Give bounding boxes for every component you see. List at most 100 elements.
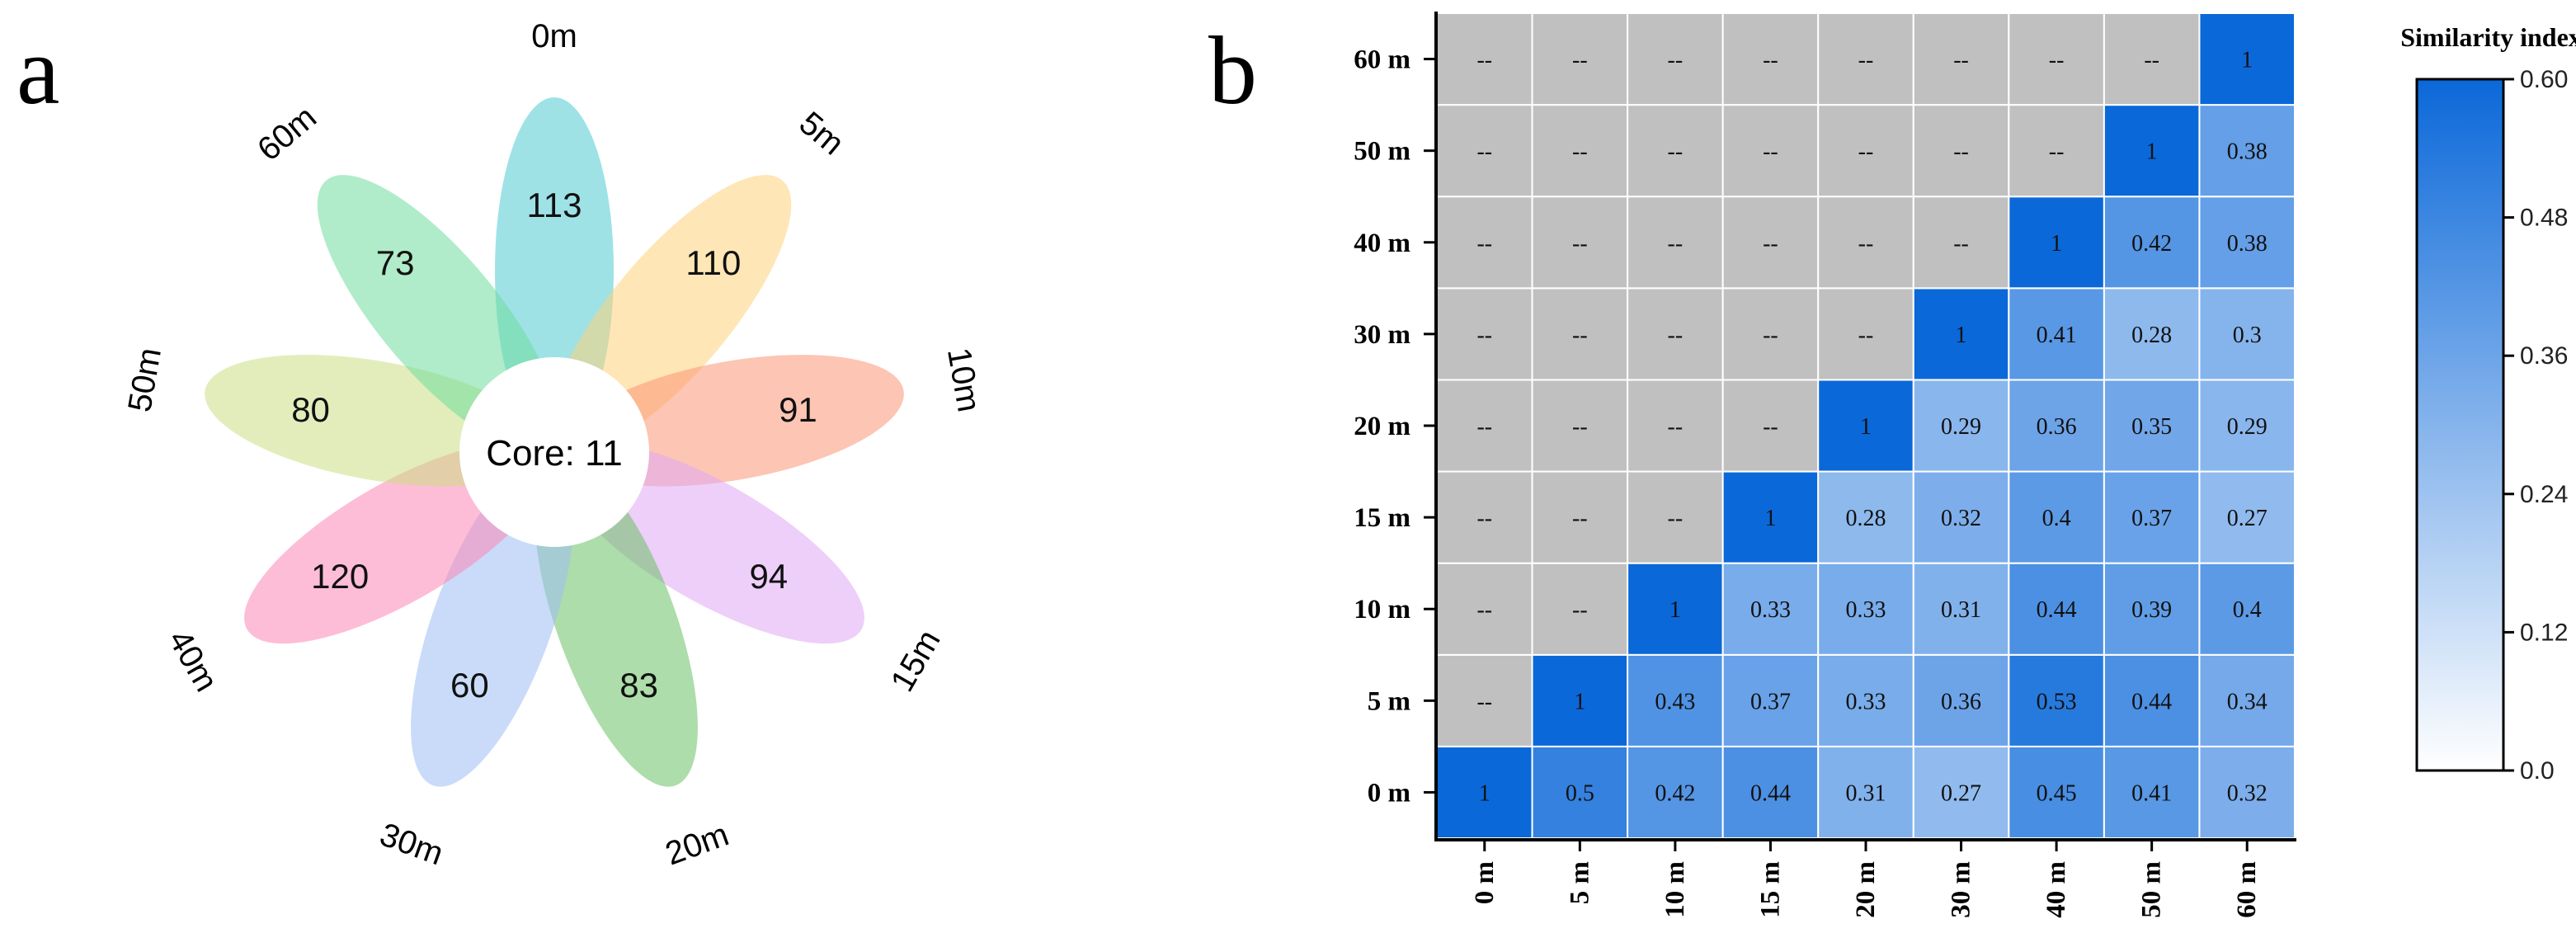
heatmap-cell-value: 1 xyxy=(2051,231,2062,257)
heatmap-cell-0m-0m xyxy=(1436,745,1533,840)
x-tick-label: 5 m xyxy=(1565,861,1594,904)
heatmap-cell-value: 1 xyxy=(2241,48,2253,73)
heatmap-cell-value: 0.37 xyxy=(2131,506,2172,531)
heatmap-cell-value: -- xyxy=(1476,48,1492,73)
petal-label-10m: 10m xyxy=(940,345,987,414)
petal-value-30m: 60 xyxy=(450,666,489,705)
heatmap-cell-30m-20m xyxy=(1817,287,1914,381)
heatmap-cell-60m-10m xyxy=(1627,12,1724,106)
heatmap-cell-value: 1 xyxy=(1764,506,1776,531)
heatmap-cell-50m-30m xyxy=(1912,104,2010,198)
heatmap-cell-5m-10m xyxy=(1627,653,1724,747)
petal-label-15m: 15m xyxy=(884,624,948,697)
panel-label-a: a xyxy=(16,16,59,125)
heatmap-cell-value: 0.4 xyxy=(2233,597,2262,623)
heatmap-cell-10m-60m xyxy=(2198,562,2296,656)
petal-value-50m: 80 xyxy=(291,390,330,429)
heatmap-cell-value: 0.45 xyxy=(2037,780,2077,806)
y-tick-label: 40 m xyxy=(1354,229,1410,258)
heatmap-cell-5m-30m xyxy=(1912,653,2010,747)
petal-label-30m: 30m xyxy=(375,817,448,873)
heatmap-cell-30m-50m xyxy=(2103,287,2201,381)
heatmap-cell-value: 0.43 xyxy=(1655,689,1695,714)
heatmap-cell-value: -- xyxy=(1668,323,1684,348)
heatmap-cell-30m-40m xyxy=(2008,287,2105,381)
heatmap-cell-20m-20m xyxy=(1817,379,1914,473)
heatmap-cell-value: 0.38 xyxy=(2227,139,2268,165)
heatmap-cell-value: -- xyxy=(1763,139,1778,165)
heatmap-cell-15m-0m xyxy=(1436,470,1533,564)
heatmap-cell-50m-10m xyxy=(1627,104,1724,198)
heatmap-cell-value: 0.31 xyxy=(1941,597,1981,623)
heatmap-cell-15m-40m xyxy=(2008,470,2105,564)
heatmap-cell-10m-15m xyxy=(1721,562,1820,656)
heatmap-cell-20m-60m xyxy=(2198,379,2296,473)
heatmap-cell-value: -- xyxy=(1476,231,1492,257)
heatmap-cell-60m-15m xyxy=(1721,12,1820,106)
heatmap-cell-0m-10m xyxy=(1627,745,1724,840)
heatmap-cell-value: -- xyxy=(2049,139,2065,165)
heatmap-cell-value: 0.41 xyxy=(2131,780,2172,806)
heatmap-cell-value: -- xyxy=(1572,506,1588,531)
heatmap-cell-value: 0.28 xyxy=(1846,506,1886,531)
heatmap-cell-10m-0m xyxy=(1436,562,1533,656)
colorbar-tick-label: 0.0 xyxy=(2520,757,2555,785)
heatmap-cell-value: -- xyxy=(1572,414,1588,440)
heatmap-cell-value: -- xyxy=(1668,139,1684,165)
colorbar-tick-label: 0.60 xyxy=(2520,66,2568,93)
heatmap-cell-10m-50m xyxy=(2103,562,2201,656)
heatmap-cell-value: -- xyxy=(1476,506,1492,531)
heatmap-cell-5m-20m xyxy=(1817,653,1914,747)
x-tick-label: 40 m xyxy=(2041,861,2071,918)
heatmap-cell-value: 0.32 xyxy=(1941,506,1981,531)
heatmap-cell-value: -- xyxy=(1572,597,1588,623)
petal-value-60m: 73 xyxy=(376,243,415,282)
heatmap-cell-40m-10m xyxy=(1627,196,1724,290)
heatmap-cell-value: 0.42 xyxy=(2131,231,2172,257)
heatmap-cell-value: 1 xyxy=(1860,414,1872,440)
y-tick-label: 50 m xyxy=(1354,137,1410,167)
colorbar-title: Similarity index xyxy=(2400,22,2576,52)
heatmap-cell-value: 0.53 xyxy=(2037,689,2077,714)
heatmap-cell-value: -- xyxy=(1668,48,1684,73)
heatmap-cell-value: 0.27 xyxy=(2227,506,2268,531)
petal-value-40m: 120 xyxy=(311,557,369,596)
heatmap-cell-value: 0.44 xyxy=(1750,780,1791,806)
heatmap-cell-60m-60m xyxy=(2198,12,2296,106)
heatmap-cell-40m-20m xyxy=(1817,196,1914,290)
heatmap-cell-value: -- xyxy=(1763,231,1778,257)
heatmap-cell-value: -- xyxy=(1476,414,1492,440)
heatmap-cell-value: 0.29 xyxy=(1941,414,1981,440)
heatmap-cell-value: -- xyxy=(1476,597,1492,623)
heatmap-cell-value: 1 xyxy=(1479,780,1491,806)
heatmap-cell-20m-5m xyxy=(1531,379,1629,473)
heatmap-cell-value: 0.35 xyxy=(2131,414,2172,440)
y-tick-label: 0 m xyxy=(1368,778,1410,808)
heatmap-cell-5m-60m xyxy=(2198,653,2296,747)
heatmap-cell-value: -- xyxy=(1668,506,1684,531)
heatmap-cell-value: 0.31 xyxy=(1846,780,1886,806)
heatmap-cell-30m-60m xyxy=(2198,287,2296,381)
x-tick-label: 0 m xyxy=(1470,861,1500,904)
y-tick-label: 15 m xyxy=(1354,503,1410,533)
heatmap-cell-value: 0.39 xyxy=(2131,597,2172,623)
heatmap-cell-20m-40m xyxy=(2008,379,2105,473)
heatmap-cell-value: 1 xyxy=(2146,139,2158,165)
heatmap-cell-value: -- xyxy=(1668,231,1684,257)
heatmap-cell-value: 0.41 xyxy=(2037,323,2077,348)
petal-label-5m: 5m xyxy=(793,105,851,162)
petal-label-50m: 50m xyxy=(121,345,168,414)
heatmap-cell-10m-10m xyxy=(1627,562,1724,656)
petal-label-40m: 40m xyxy=(161,624,224,697)
heatmap-cell-value: -- xyxy=(1476,689,1492,714)
heatmap-cell-10m-20m xyxy=(1817,562,1914,656)
heatmap-cell-40m-40m xyxy=(2008,196,2105,290)
heatmap-cell-value: 0.27 xyxy=(1941,780,1981,806)
heatmap-cell-value: 0.33 xyxy=(1750,597,1791,623)
colorbar-tick-label: 0.12 xyxy=(2520,619,2568,646)
heatmap-cell-40m-30m xyxy=(1912,196,2010,290)
heatmap-cell-value: -- xyxy=(1572,139,1588,165)
heatmap-cell-40m-5m xyxy=(1531,196,1629,290)
y-tick-label: 10 m xyxy=(1354,595,1410,624)
heatmap-cell-60m-20m xyxy=(1817,12,1914,106)
